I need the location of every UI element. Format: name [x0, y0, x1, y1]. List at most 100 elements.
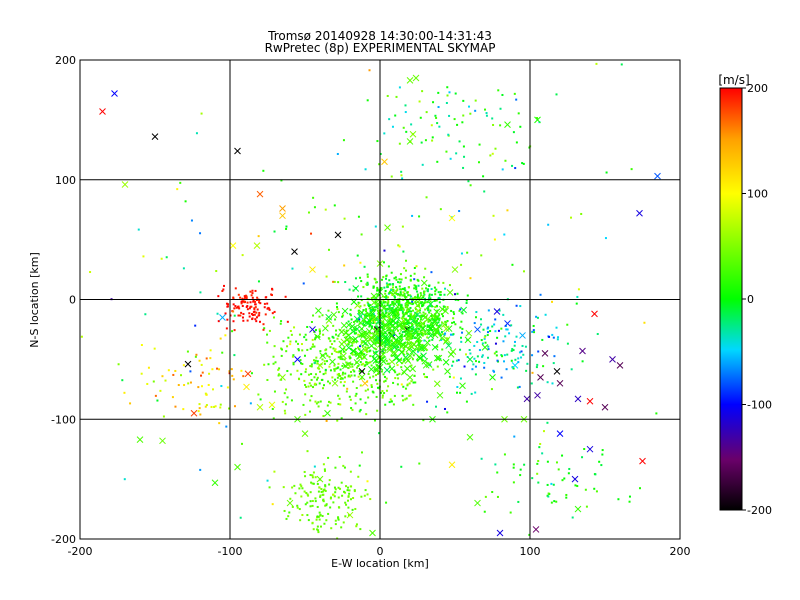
scatter-dot: [566, 323, 569, 326]
scatter-dot: [556, 338, 559, 341]
scatter-cross: [334, 231, 342, 239]
scatter-dot: [522, 162, 525, 165]
scatter-cross: [392, 308, 400, 315]
scatter-dot: [351, 508, 354, 511]
scatter-dot: [378, 313, 381, 316]
scatter-cross: [316, 362, 324, 369]
scatter-dot: [164, 379, 167, 382]
scatter-cross: [396, 322, 403, 330]
scatter-dot: [410, 123, 413, 126]
scatter-dot: [362, 320, 365, 323]
scatter-dot: [343, 376, 346, 379]
scatter-cross: [405, 345, 413, 353]
scatter-cross: [361, 346, 369, 354]
scatter-dot: [458, 140, 461, 143]
scatter-dot: [358, 348, 361, 351]
scatter-dot: [311, 338, 314, 341]
scatter-dot: [422, 311, 425, 314]
scatter-dot: [360, 280, 363, 283]
scatter-cross: [330, 311, 338, 319]
scatter-dot: [359, 261, 362, 264]
scatter-dot: [389, 291, 392, 294]
scatter-dot: [218, 368, 221, 371]
scatter-dot: [310, 481, 313, 484]
scatter-dot: [570, 216, 573, 219]
scatter-dot: [313, 376, 316, 379]
scatter-dot: [360, 295, 363, 298]
scatter-dot: [446, 306, 449, 309]
scatter-dot: [503, 453, 506, 456]
scatter-dot: [367, 361, 370, 364]
scatter-dot: [297, 348, 300, 351]
scatter-dot: [426, 325, 429, 328]
scatter-dot: [454, 92, 457, 95]
scatter-dot: [418, 462, 421, 465]
scatter-dot: [531, 330, 534, 333]
scatter-dot: [387, 312, 390, 315]
scatter-dot: [399, 293, 402, 296]
scatter-dot: [425, 111, 428, 114]
scatter-cross: [586, 397, 594, 405]
scatter-dot: [380, 370, 383, 373]
scatter-dot: [424, 375, 427, 378]
scatter-dot: [533, 331, 536, 334]
scatter-dot: [398, 309, 401, 312]
scatter-dot: [383, 132, 386, 135]
scatter-dot: [404, 276, 407, 279]
scatter-dot: [314, 497, 317, 500]
scatter-dot: [391, 293, 394, 296]
scatter-dot: [405, 330, 408, 333]
scatter-dot: [388, 279, 391, 282]
scatter-dot: [176, 188, 179, 191]
scatter-dot: [620, 63, 623, 66]
scatter-dot: [258, 311, 261, 314]
scatter-dot: [174, 405, 177, 408]
scatter-dot: [552, 362, 555, 365]
scatter-dot: [339, 381, 342, 384]
scatter-dot: [367, 346, 370, 349]
scatter-dot: [285, 517, 288, 520]
scatter-dot: [325, 503, 328, 506]
scatter-dot: [311, 476, 314, 479]
scatter-dot: [422, 419, 425, 422]
scatter-dot: [405, 311, 408, 314]
scatter-dot: [391, 302, 394, 305]
scatter-dot: [492, 369, 495, 372]
scatter-dot: [356, 366, 359, 369]
scatter-dot: [439, 334, 442, 337]
scatter-cross: [466, 433, 474, 441]
scatter-dot: [417, 279, 420, 282]
scatter-dot: [140, 372, 143, 375]
scatter-dot: [242, 313, 245, 316]
scatter-dot: [325, 275, 328, 278]
scatter-dot: [437, 281, 440, 284]
scatter-dot: [303, 490, 306, 493]
scatter-dot: [304, 475, 307, 478]
scatter-cross: [358, 325, 365, 333]
scatter-dot: [317, 405, 320, 408]
scatter-dot: [314, 382, 317, 385]
scatter-dot: [337, 356, 340, 359]
scatter-dot: [327, 400, 330, 403]
scatter-dot: [383, 315, 386, 318]
scatter-cross: [367, 365, 375, 373]
scatter-cross: [383, 366, 391, 374]
scatter-cross: [406, 373, 414, 381]
scatter-dot: [171, 396, 174, 399]
scatter-cross: [338, 340, 346, 348]
scatter-dot: [271, 407, 274, 410]
scatter-dot: [292, 361, 295, 364]
scatter-dot: [516, 386, 519, 389]
scatter-dot: [353, 374, 356, 377]
scatter-dot: [473, 322, 476, 325]
scatter-dot: [352, 369, 355, 372]
scatter-dot: [328, 483, 331, 486]
scatter-cross: [375, 317, 383, 324]
scatter-dot: [446, 411, 449, 414]
scatter-dot: [445, 308, 448, 311]
scatter-cross: [556, 379, 564, 387]
scatter-cross: [244, 370, 252, 378]
scatter-dot: [546, 460, 549, 463]
scatter-dot: [243, 295, 246, 298]
scatter-cross: [301, 430, 309, 437]
